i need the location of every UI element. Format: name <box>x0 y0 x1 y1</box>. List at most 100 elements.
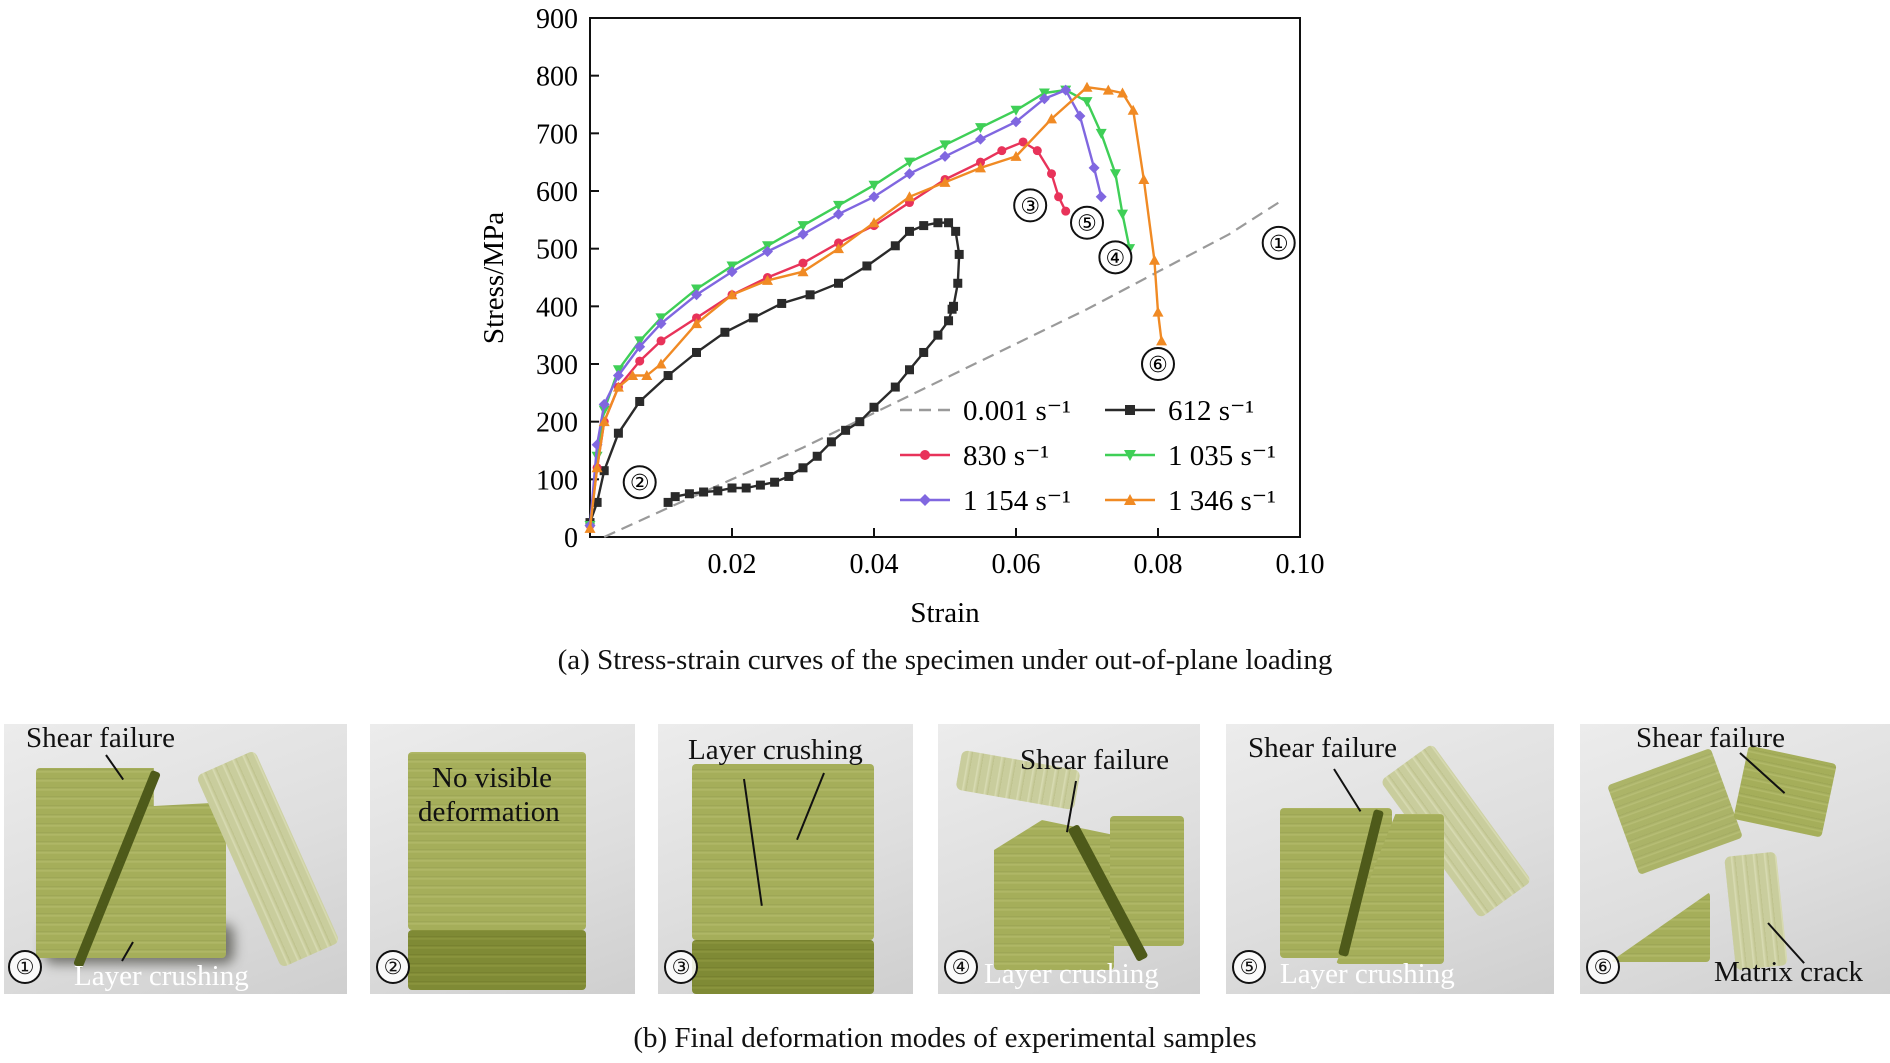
data-point <box>720 327 730 337</box>
data-point <box>634 341 646 353</box>
data-point <box>613 428 623 438</box>
data-point <box>834 238 843 248</box>
photo-marker-3: ③ <box>664 950 698 984</box>
data-point <box>976 157 985 167</box>
legend-marker <box>1124 494 1136 505</box>
data-point <box>919 221 929 231</box>
series-group <box>584 81 1280 539</box>
data-point <box>1054 192 1064 202</box>
data-point <box>833 200 844 211</box>
data-point <box>833 208 844 220</box>
data-point <box>584 522 596 533</box>
annotation-label: ④ <box>1106 246 1126 271</box>
data-point <box>635 356 645 366</box>
photo-sample-3: Layer crushing ③ <box>658 724 913 994</box>
data-point <box>939 176 951 187</box>
data-point <box>868 180 880 191</box>
data-point <box>655 358 667 369</box>
data-point <box>1010 116 1022 128</box>
photo-label-3a: Layer crushing <box>688 734 863 766</box>
legend-label: 830 s⁻¹ <box>963 440 1049 472</box>
data-point <box>890 382 900 392</box>
legend-marker <box>1125 405 1135 415</box>
data-point <box>691 289 702 301</box>
legend-label: 1 035 s⁻¹ <box>1168 440 1276 472</box>
data-point <box>919 347 929 357</box>
y-axis-label: Stress/MPa <box>478 212 510 344</box>
x-tick-label: 0.02 <box>708 549 757 580</box>
series-3 <box>584 85 1136 531</box>
photo-marker-2: ② <box>376 950 410 984</box>
x-tick-label: 0.06 <box>992 549 1041 580</box>
sample-block <box>408 752 586 930</box>
data-point <box>777 298 787 308</box>
data-point <box>905 365 914 375</box>
legend-marker <box>920 450 930 460</box>
series-line <box>588 85 1163 529</box>
data-point <box>953 278 963 288</box>
y-tick-label: 300 <box>536 350 578 381</box>
data-point <box>641 370 653 381</box>
photo-sample-6: Shear failure Matrix crack ⑥ <box>1580 724 1890 994</box>
data-point <box>1018 137 1028 147</box>
x-tick-label: 0.10 <box>1276 549 1325 580</box>
data-point <box>692 347 701 357</box>
data-point <box>951 226 961 236</box>
data-point <box>798 258 808 268</box>
y-tick-label: 600 <box>536 177 578 208</box>
curve-annotations: ① ② ③ ④⑤ ⑥ <box>622 188 1296 500</box>
caption-b: (b) Final deformation modes of experimen… <box>633 1022 1257 1054</box>
data-point <box>727 483 737 493</box>
sample-block-side <box>692 940 874 994</box>
data-point <box>684 489 694 499</box>
photo-sample-1: Shear failure Layer crushing ① <box>4 724 347 994</box>
data-point <box>805 290 815 300</box>
photo-label-6a: Shear failure <box>1636 724 1785 754</box>
data-point <box>1138 173 1150 184</box>
data-point <box>975 123 986 134</box>
annotation-circle <box>1141 347 1175 381</box>
x-tick-label: 0.04 <box>850 549 899 580</box>
photo-sample-4: Shear failure Layer crushing ④ <box>938 724 1200 994</box>
data-point <box>1038 93 1050 105</box>
photo-label-4b: Layer crushing <box>984 958 1159 990</box>
data-point <box>812 451 822 461</box>
x-tick-label: 0.08 <box>1134 549 1183 580</box>
data-point <box>904 191 915 202</box>
data-point <box>868 217 880 228</box>
photo-marker-4: ④ <box>944 950 978 984</box>
data-point <box>1117 87 1128 98</box>
data-point <box>1152 306 1164 317</box>
data-point <box>939 150 951 162</box>
photo-label-6b: Matrix crack <box>1714 956 1863 988</box>
legend-label: 612 s⁻¹ <box>1168 395 1254 427</box>
annotation-circle <box>1013 188 1048 223</box>
photo-label-4a: Shear failure <box>1020 744 1169 776</box>
data-point <box>748 313 758 323</box>
data-point <box>692 313 701 323</box>
data-point <box>726 289 738 300</box>
sample-block-side <box>408 930 586 990</box>
y-tick-label: 200 <box>536 408 578 439</box>
y-tick-label: 900 <box>536 4 578 35</box>
photo-sample-5: Shear failure Layer crushing ⑤ <box>1226 724 1554 994</box>
data-point <box>933 218 943 228</box>
data-point <box>997 146 1007 156</box>
data-point <box>890 241 900 251</box>
data-point <box>834 278 843 288</box>
annotation-circle <box>1261 225 1296 260</box>
caption-a: (a) Stress-strain curves of the specimen… <box>557 644 1333 676</box>
y-tick-label: 400 <box>536 292 578 323</box>
data-point <box>598 416 610 427</box>
data-point <box>755 480 765 490</box>
plot-frame <box>589 17 1301 538</box>
data-point <box>762 274 773 285</box>
data-point <box>1117 209 1128 220</box>
photo-label-2b: deformation <box>418 796 560 828</box>
data-point <box>944 218 954 228</box>
data-point <box>726 266 738 278</box>
series-1 <box>585 218 964 528</box>
data-point <box>904 157 915 168</box>
photo-marker-6: ⑥ <box>1586 950 1620 984</box>
data-point <box>933 330 943 340</box>
